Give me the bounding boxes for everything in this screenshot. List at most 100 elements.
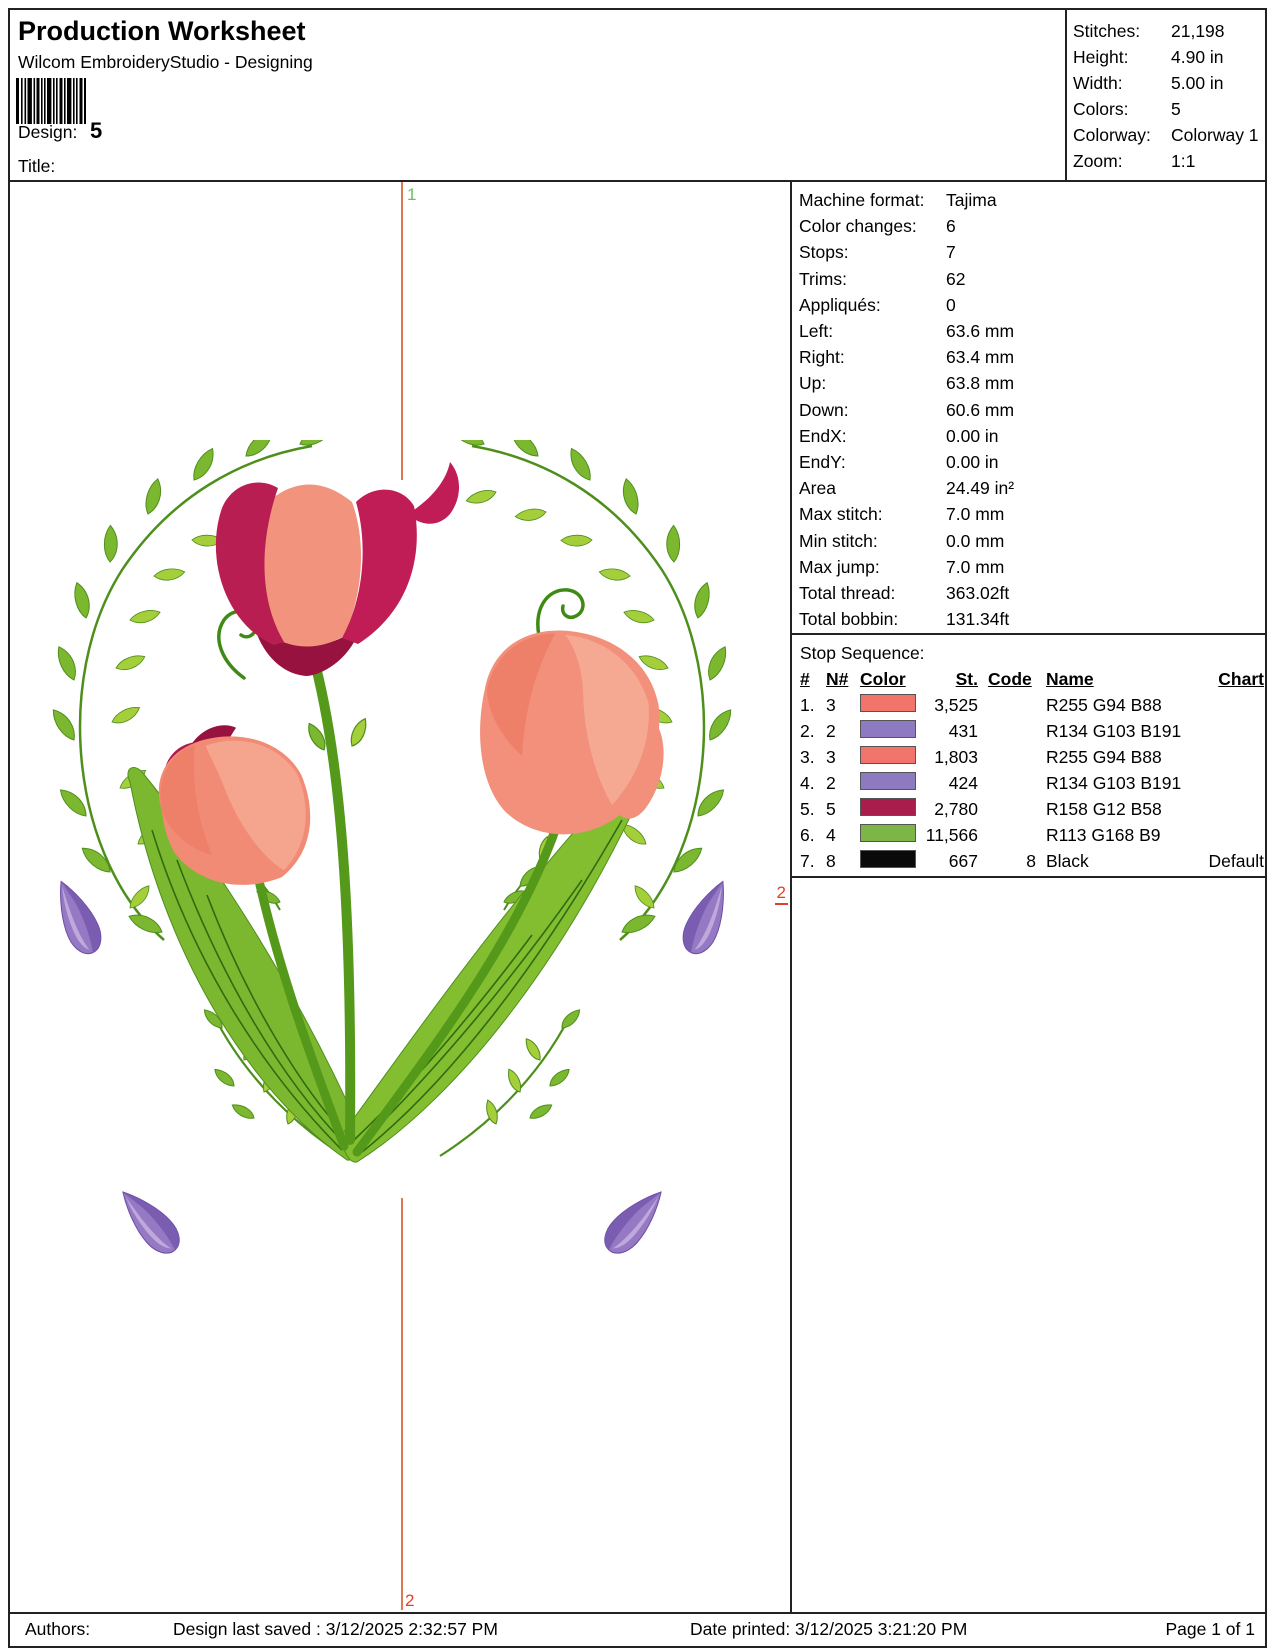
cell-name: R255 G94 B88 bbox=[1046, 694, 1162, 715]
cell-needle: 3 bbox=[826, 694, 836, 715]
col-header-code: Code bbox=[988, 668, 1032, 689]
machine-info-label: EndY: bbox=[799, 452, 846, 473]
barcode bbox=[16, 78, 86, 124]
cell-stitches: 2,780 bbox=[934, 798, 978, 819]
cell-needle: 4 bbox=[826, 824, 836, 845]
machine-info-row: Machine format: Tajima bbox=[799, 187, 1265, 213]
cell-stitches: 667 bbox=[948, 850, 978, 871]
stop-sequence-section: Stop Sequence: # N# Color St. Code Name … bbox=[792, 635, 1265, 878]
machine-info-value: 131.34ft bbox=[946, 609, 1010, 630]
color-swatch bbox=[860, 797, 916, 816]
color-swatch bbox=[860, 745, 916, 764]
machine-info-row: Total thread: 363.02ft bbox=[799, 580, 1265, 606]
cell-chart: Default bbox=[1208, 850, 1264, 871]
machine-info-value: 63.8 mm bbox=[946, 373, 1015, 394]
machine-info-value: 6 bbox=[946, 216, 956, 237]
stop-sequence-row: 1. 3 3,525 R255 G94 B88 bbox=[800, 692, 1265, 718]
cell-needle: 8 bbox=[826, 850, 836, 871]
stop-sequence-row: 5. 5 2,780 R158 G12 B58 bbox=[800, 796, 1265, 822]
right-tulip bbox=[480, 630, 664, 835]
cell-name: R158 G12 B58 bbox=[1046, 798, 1162, 819]
date-printed-text: Date printed: 3/12/2025 3:21:20 PM bbox=[690, 1619, 968, 1639]
machine-info-row: Trims: 62 bbox=[799, 266, 1265, 292]
end-guide-line bbox=[401, 1198, 403, 1610]
summary-label: Width: bbox=[1073, 73, 1123, 93]
cell-color bbox=[860, 719, 920, 743]
summary-value: Colorway 1 bbox=[1171, 125, 1259, 145]
cell-number: 7. bbox=[800, 850, 815, 871]
cell-stitches: 3,525 bbox=[934, 694, 978, 715]
summary-rows: Stitches: 21,198 Height: 4.90 in Width: 5.00 … bbox=[1067, 10, 1265, 174]
stop-sequence-title: Stop Sequence: bbox=[800, 643, 925, 663]
machine-info-label: Area bbox=[799, 478, 836, 499]
stop-sequence-row: 6. 4 11,566 R113 G168 B9 bbox=[800, 822, 1265, 848]
machine-info-row: Appliqués: 0 bbox=[799, 292, 1265, 318]
cell-name: R255 G94 B88 bbox=[1046, 746, 1162, 767]
cell-color bbox=[860, 823, 920, 847]
start-guide-line bbox=[401, 182, 403, 480]
col-header-num: # bbox=[800, 668, 810, 689]
machine-info-value: 62 bbox=[946, 268, 966, 289]
machine-info-label: Total thread: bbox=[799, 583, 896, 604]
machine-info-row: Max stitch: 7.0 mm bbox=[799, 501, 1265, 527]
cell-needle: 2 bbox=[826, 720, 836, 741]
machine-info-label: Color changes: bbox=[799, 216, 917, 237]
cell-name: R134 G103 B191 bbox=[1046, 720, 1182, 741]
page-indicator: Page 1 of 1 bbox=[1165, 1619, 1255, 1639]
cell-needle: 3 bbox=[826, 746, 836, 767]
stop-sequence-header: # N# Color St. Code Name Chart bbox=[800, 666, 1265, 692]
cell-number: 3. bbox=[800, 746, 815, 767]
cell-color bbox=[860, 693, 920, 717]
machine-info-value: 0.00 in bbox=[946, 452, 999, 473]
summary-value: 5.00 in bbox=[1171, 73, 1224, 93]
cell-code: 8 bbox=[1026, 850, 1036, 871]
machine-info-value: 7.0 mm bbox=[946, 556, 1005, 577]
summary-panel: Stitches: 21,198 Height: 4.90 in Width: 5.00 … bbox=[1065, 8, 1267, 182]
machine-info-value: 0.0 mm bbox=[946, 530, 1005, 551]
machine-info-row: Right: 63.4 mm bbox=[799, 344, 1265, 370]
design-number: 5 bbox=[90, 118, 103, 143]
summary-row: Stitches: 21,198 bbox=[1073, 18, 1265, 44]
cell-number: 2. bbox=[800, 720, 815, 741]
machine-info-label: Stops: bbox=[799, 242, 849, 263]
machine-info-label: Machine format: bbox=[799, 190, 925, 210]
machine-info-label: Max jump: bbox=[799, 556, 880, 577]
machine-info-value: Tajima bbox=[946, 190, 997, 210]
machine-info-label: Up: bbox=[799, 373, 827, 394]
machine-info-row: Up: 63.8 mm bbox=[799, 370, 1265, 396]
machine-info-section: Machine format: Tajima Color changes: 6 Stop… bbox=[792, 182, 1265, 635]
authors-label: Authors: bbox=[25, 1619, 91, 1639]
cell-number: 5. bbox=[800, 798, 815, 819]
machine-info-label: Down: bbox=[799, 399, 849, 420]
summary-value: 5 bbox=[1171, 99, 1181, 119]
machine-info-value: 7 bbox=[946, 242, 956, 263]
footer-bar: Authors: Design last saved : 3/12/2025 2… bbox=[8, 1612, 1267, 1648]
stop-sequence-row: 4. 2 424 R134 G103 B191 bbox=[800, 770, 1265, 796]
page-title: Production Worksheet bbox=[18, 16, 306, 46]
col-header-color: Color bbox=[860, 668, 906, 689]
machine-info-label: Trims: bbox=[799, 268, 847, 289]
cell-stitches: 11,566 bbox=[925, 824, 978, 845]
cell-name: R113 G168 B9 bbox=[1046, 824, 1161, 845]
stop-sequence-row: 2. 2 431 R134 G103 B191 bbox=[800, 718, 1265, 744]
title-label: Title: bbox=[18, 156, 56, 176]
cell-stitches: 431 bbox=[948, 720, 978, 741]
machine-info-value: 63.6 mm bbox=[946, 321, 1015, 342]
stop-sequence-row: 7. 8 667 8 Black Default bbox=[800, 848, 1265, 874]
machine-info-row: Area 24.49 in² bbox=[799, 475, 1265, 501]
cell-needle: 5 bbox=[826, 798, 836, 819]
cell-color bbox=[860, 745, 920, 769]
info-panel: Machine format: Tajima Color changes: 6 Stop… bbox=[790, 182, 1267, 1612]
summary-row: Height: 4.90 in bbox=[1073, 44, 1265, 70]
summary-row: Zoom: 1:1 bbox=[1073, 148, 1265, 174]
machine-info-row: Total bobbin: 131.34ft bbox=[799, 606, 1265, 632]
cell-color bbox=[860, 771, 920, 795]
summary-label: Colorway: bbox=[1073, 125, 1151, 145]
cell-color bbox=[860, 797, 920, 821]
col-header-chart: Chart bbox=[1218, 668, 1264, 689]
summary-label: Height: bbox=[1073, 47, 1129, 67]
embroidery-design-tulip-wreath bbox=[12, 440, 772, 1280]
machine-info-label: Left: bbox=[799, 321, 834, 342]
color-swatch bbox=[860, 823, 916, 842]
machine-info-label: Appliqués: bbox=[799, 294, 881, 315]
